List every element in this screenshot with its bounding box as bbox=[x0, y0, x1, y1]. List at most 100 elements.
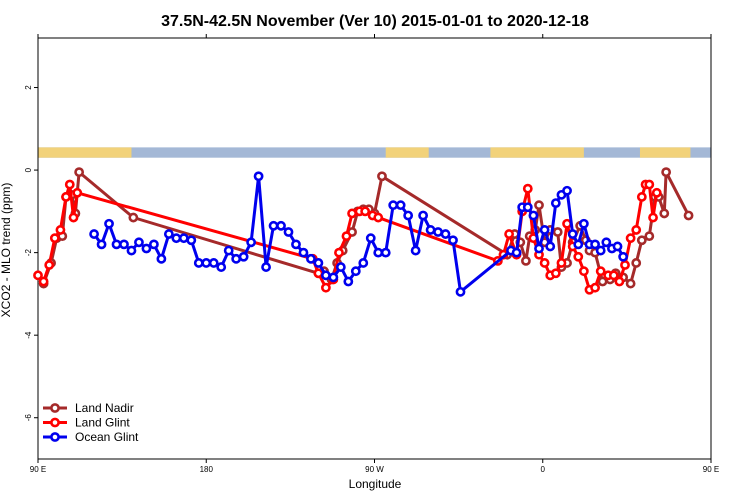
data-point bbox=[313, 268, 324, 279]
y-tick-label: 0 bbox=[24, 167, 33, 172]
y-tick-label: -2 bbox=[24, 249, 33, 257]
data-point bbox=[347, 208, 357, 219]
legend-swatch-marker bbox=[50, 417, 60, 428]
data-point bbox=[186, 235, 197, 246]
data-point bbox=[521, 255, 531, 266]
data-point bbox=[504, 229, 514, 239]
data-point bbox=[578, 266, 589, 277]
data-point bbox=[111, 239, 122, 250]
data-point bbox=[68, 212, 79, 223]
data-point bbox=[89, 229, 99, 239]
data-point bbox=[298, 247, 309, 258]
data-point bbox=[534, 243, 544, 254]
data-point bbox=[276, 220, 286, 231]
data-point bbox=[253, 171, 264, 182]
data-point bbox=[343, 276, 354, 287]
land-segment bbox=[38, 147, 132, 158]
data-point bbox=[522, 183, 533, 194]
data-point bbox=[550, 198, 561, 208]
data-point bbox=[313, 258, 324, 268]
data-point bbox=[552, 227, 563, 237]
data-point bbox=[522, 202, 533, 213]
x-axis-label: Longitude bbox=[349, 477, 402, 491]
data-point bbox=[328, 272, 339, 283]
data-point bbox=[550, 268, 561, 279]
data-point bbox=[601, 237, 612, 248]
data-point bbox=[648, 212, 658, 223]
data-point bbox=[128, 212, 139, 223]
data-point bbox=[231, 253, 242, 264]
data-point bbox=[631, 258, 642, 268]
data-point bbox=[171, 233, 182, 244]
legend-swatch-marker bbox=[50, 432, 60, 442]
x-tick-label: 0 bbox=[541, 465, 546, 474]
data-point bbox=[395, 200, 406, 211]
data-point bbox=[291, 239, 301, 250]
data-point bbox=[410, 245, 421, 256]
legend-label: Ocean Glint bbox=[75, 430, 139, 444]
x-tick-label: 90 E bbox=[30, 465, 46, 474]
data-point bbox=[360, 206, 371, 217]
data-point bbox=[595, 245, 606, 256]
data-point bbox=[573, 251, 584, 262]
data-point bbox=[534, 200, 544, 211]
land-segment bbox=[490, 147, 584, 158]
series-group bbox=[89, 171, 629, 297]
x-tick-label: 90 E bbox=[703, 465, 719, 474]
data-point bbox=[149, 239, 159, 250]
data-point bbox=[268, 220, 279, 231]
data-point bbox=[201, 258, 212, 268]
data-point bbox=[636, 192, 647, 202]
data-point bbox=[556, 258, 567, 268]
x-tick-label: 90 W bbox=[365, 465, 384, 474]
data-point bbox=[238, 251, 249, 262]
data-point bbox=[341, 231, 352, 242]
y-tick-label: -4 bbox=[24, 331, 33, 339]
data-point bbox=[455, 286, 466, 297]
data-point bbox=[44, 260, 55, 270]
data-point bbox=[163, 229, 174, 239]
data-point bbox=[590, 239, 600, 250]
data-point bbox=[539, 225, 550, 235]
data-point bbox=[539, 258, 550, 268]
data-point bbox=[38, 276, 49, 287]
data-point bbox=[223, 245, 234, 256]
data-point bbox=[283, 227, 294, 237]
data-point bbox=[306, 253, 316, 264]
data-point bbox=[72, 187, 83, 198]
data-point bbox=[403, 210, 414, 221]
legend-label: Land Nadir bbox=[75, 401, 134, 415]
data-point bbox=[683, 210, 694, 221]
data-point bbox=[55, 225, 66, 235]
data-point bbox=[433, 227, 443, 237]
data-point bbox=[134, 237, 144, 248]
data-point bbox=[651, 187, 662, 198]
data-point bbox=[562, 185, 572, 196]
data-point bbox=[119, 239, 129, 250]
data-point bbox=[208, 258, 219, 268]
data-point bbox=[614, 276, 625, 287]
data-point bbox=[61, 192, 71, 202]
land-segment bbox=[639, 147, 691, 158]
data-point bbox=[608, 270, 619, 281]
data-point bbox=[595, 266, 606, 277]
data-point bbox=[373, 247, 384, 258]
data-point bbox=[636, 235, 647, 246]
data-point bbox=[96, 239, 107, 250]
y-tick-label: -6 bbox=[24, 414, 33, 422]
data-point bbox=[246, 237, 257, 248]
data-point bbox=[156, 253, 167, 264]
data-point bbox=[335, 262, 346, 272]
data-point bbox=[661, 167, 672, 178]
data-point bbox=[261, 262, 271, 272]
data-point bbox=[625, 233, 636, 244]
data-point bbox=[365, 233, 376, 244]
data-point bbox=[644, 231, 655, 242]
data-point bbox=[193, 258, 204, 268]
data-point bbox=[625, 278, 636, 289]
data-point bbox=[216, 262, 227, 272]
ocean-band bbox=[38, 147, 711, 158]
data-point bbox=[64, 179, 75, 190]
